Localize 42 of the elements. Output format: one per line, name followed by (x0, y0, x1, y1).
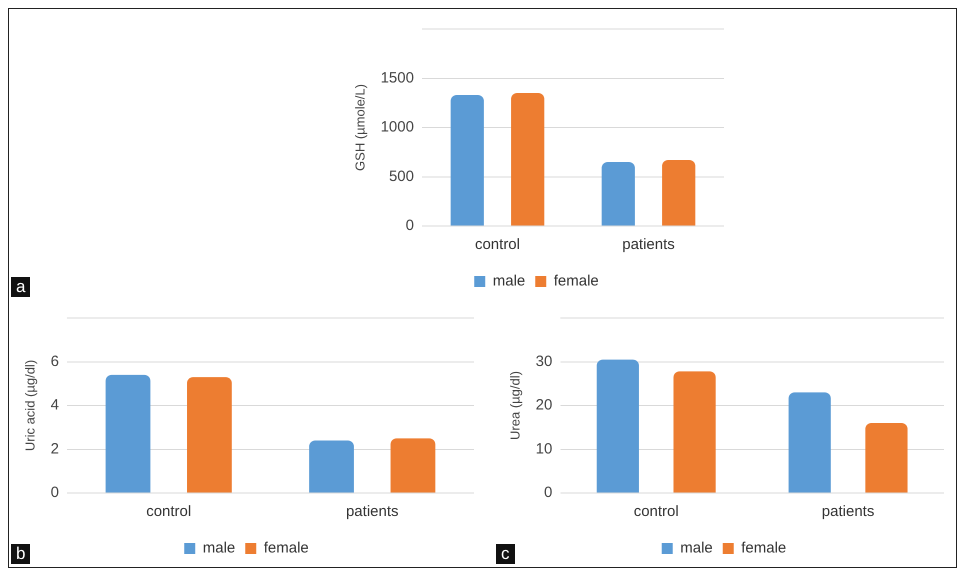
y-axis-title: Urea (µg/dl) (507, 371, 522, 440)
bar (596, 360, 639, 492)
y-tick-label: 1500 (380, 69, 414, 86)
bar (309, 440, 354, 492)
legend-label: male (492, 272, 526, 290)
legend-label: female (264, 540, 309, 557)
bar (106, 374, 150, 492)
bar (450, 94, 484, 226)
text: b (11, 544, 30, 564)
bar (602, 162, 635, 226)
x-tick-label: control (146, 503, 192, 520)
bar (187, 377, 232, 492)
legend-label: male (202, 540, 236, 557)
y-tick-label: 4 (50, 396, 59, 414)
legend-label: male (680, 540, 713, 557)
y-tick-label: 0 (50, 484, 59, 502)
bar (673, 371, 716, 492)
bar (511, 93, 544, 226)
y-tick-label: 500 (388, 168, 414, 185)
bar (788, 392, 831, 492)
bar (865, 423, 908, 492)
bar (390, 438, 436, 492)
legend-label: female (741, 540, 786, 557)
y-tick-label: 6 (50, 352, 59, 370)
y-axis-title: Uric acid (µg/dl) (22, 360, 38, 452)
text: c (496, 544, 514, 564)
legend-label: female (554, 272, 599, 290)
x-tick-label: control (634, 503, 679, 520)
x-tick-label: patients (622, 236, 675, 254)
y-tick-label: 10 (536, 440, 552, 458)
y-tick-label: 30 (536, 352, 552, 370)
y-tick-label: 0 (406, 217, 414, 234)
bar (662, 160, 696, 226)
x-tick-label: patients (346, 503, 399, 520)
text: a (11, 277, 30, 297)
y-tick-label: 2 (50, 440, 59, 458)
y-axis-title: GSH (µmole/L) (352, 84, 368, 171)
y-tick-label: 20 (536, 396, 552, 414)
x-tick-label: control (474, 236, 520, 254)
y-tick-label: 0 (544, 484, 552, 502)
x-tick-label: patients (822, 503, 874, 520)
y-tick-label: 1000 (380, 118, 414, 136)
